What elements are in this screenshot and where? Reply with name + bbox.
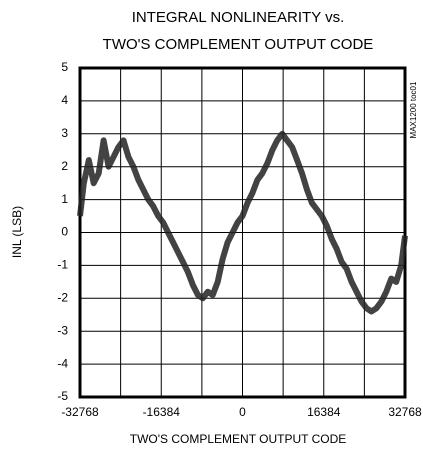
y-tick-label: -1 <box>57 258 68 272</box>
x-tick-label: 0 <box>239 405 246 419</box>
y-tick-label: 4 <box>61 93 68 107</box>
y-tick-label: 5 <box>61 60 68 74</box>
y-tick-label: -2 <box>57 290 68 304</box>
chart-title: TWO'S COMPLEMENT OUTPUT CODE <box>103 36 374 53</box>
y-tick-label: 3 <box>61 126 68 140</box>
x-tick-label: 32768 <box>388 405 422 419</box>
y-tick-label: -4 <box>57 356 68 370</box>
y-tick-label: 0 <box>61 225 68 239</box>
data-line <box>77 130 408 315</box>
y-tick-label: -3 <box>57 323 68 337</box>
x-tick-label: -16384 <box>143 405 181 419</box>
annotation: MAX1200 toc01 <box>409 81 418 138</box>
plot-frame <box>78 66 407 399</box>
x-axis-label: TWO'S COMPLEMENT OUTPUT CODE <box>130 432 347 446</box>
y-axis-label: INL (LSB) <box>10 206 24 258</box>
x-tick-label: -32768 <box>61 405 99 419</box>
y-tick-label: 2 <box>61 159 68 173</box>
y-tick-label: 1 <box>61 192 68 206</box>
y-tick-label: -5 <box>57 389 68 403</box>
chart-title: INTEGRAL NONLINEARITY vs. <box>132 9 345 26</box>
x-tick-label: 16384 <box>307 405 341 419</box>
